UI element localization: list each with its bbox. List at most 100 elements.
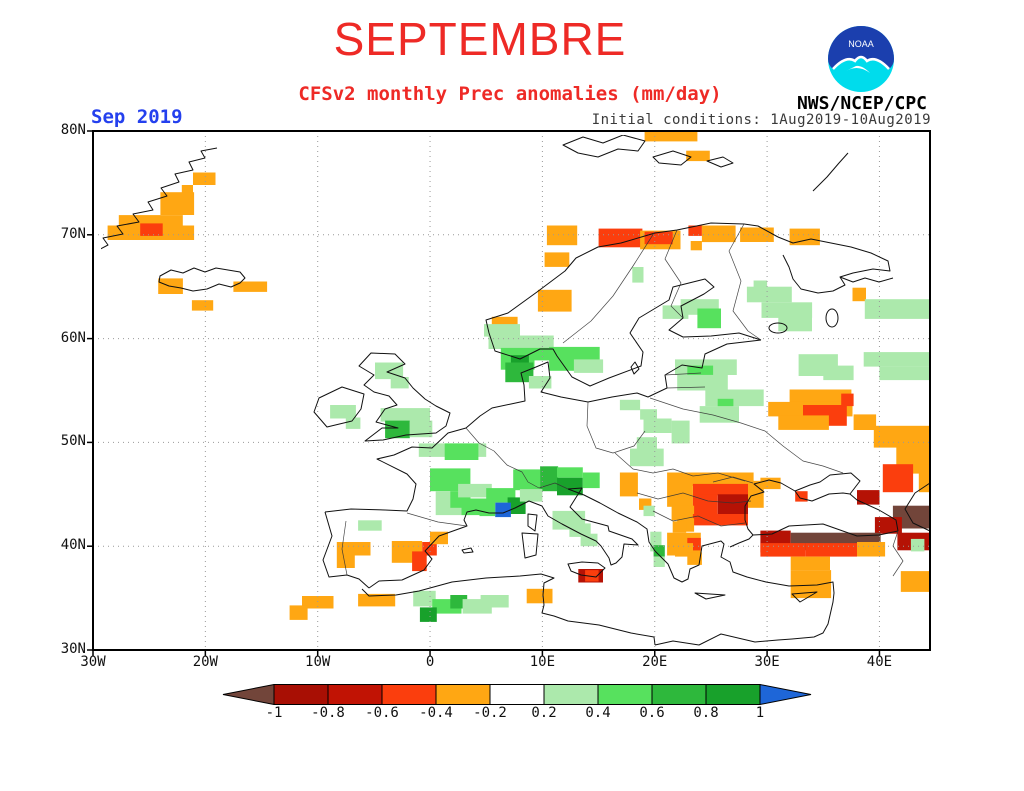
anomaly-cell: [385, 420, 410, 439]
anomaly-cell: [160, 192, 195, 215]
anomaly-cell: [140, 223, 163, 236]
anomaly-cell: [910, 538, 925, 552]
colorbar-tick-label: -1: [265, 705, 283, 721]
anomaly-cell: [336, 555, 355, 568]
anomaly-cell: [412, 551, 427, 572]
anomaly-cell: [653, 556, 665, 567]
anomaly-cell: [760, 477, 781, 490]
colorbar-segment: [651, 684, 707, 705]
lat-tick-label: 70N: [60, 225, 86, 242]
colorbar-segment: [543, 684, 599, 705]
colorbar-segment: [327, 684, 383, 705]
anomaly-cell: [495, 502, 511, 518]
coastline-iceland: [158, 267, 246, 292]
anomaly-cell: [537, 289, 572, 312]
anomaly-cells-layer: [107, 131, 930, 622]
anomaly-cell: [789, 228, 820, 246]
colorbar-segment: [489, 684, 545, 705]
coastline-iberia: [322, 511, 370, 589]
colorbar-segment: [273, 684, 329, 705]
colorbar-tick-label: 0.6: [639, 705, 665, 721]
coastline-ireland: [313, 386, 365, 428]
colorbar-tick-label: -0.2: [473, 705, 507, 721]
anomaly-cell: [519, 489, 543, 502]
anomaly-cell: [484, 324, 520, 337]
anomaly-cell: [289, 605, 308, 620]
anomaly-cell: [409, 420, 433, 438]
chart-subtitle: CFSv2 monthly Prec anomalies (mm/day): [298, 83, 722, 105]
anomaly-cell: [650, 531, 662, 552]
anomaly-cell: [653, 545, 665, 557]
anomaly-cell: [480, 595, 509, 608]
anomaly-cell: [852, 287, 866, 302]
anomaly-cell: [505, 362, 534, 383]
anomaly-cell: [526, 588, 553, 604]
colorbar-tick-label: -0.8: [311, 705, 345, 721]
anomaly-cell: [790, 556, 830, 571]
anomaly-cell: [692, 494, 718, 516]
anomaly-cell: [419, 607, 437, 622]
lon-tick-label: 20W: [192, 654, 218, 670]
anomaly-cell: [918, 464, 930, 493]
anomaly-cell: [330, 405, 356, 419]
anomaly-cell: [233, 281, 268, 292]
anomaly-cell: [644, 131, 698, 142]
anomaly-cell: [667, 486, 693, 507]
anomaly-cell: [580, 533, 598, 547]
colorbar-segment: [435, 684, 491, 705]
anomaly-cell: [697, 308, 721, 329]
country-borders: [341, 223, 904, 577]
coastline-black-sea: [744, 472, 899, 537]
initial-conditions-label: Initial conditions: 1Aug2019-10Aug2019: [591, 112, 931, 128]
forecast-month-label: Sep 2019: [91, 106, 183, 128]
anomaly-cell: [717, 494, 748, 516]
anomaly-cell: [458, 483, 492, 498]
anomaly-cell: [643, 505, 655, 517]
coastline-greenland: [101, 147, 218, 250]
lon-tick-label: 0: [425, 654, 435, 670]
anomaly-cell: [789, 389, 852, 403]
anomaly-cell: [643, 418, 672, 433]
anomaly-cell: [662, 305, 689, 319]
anomaly-cell: [630, 448, 664, 467]
anomaly-cell: [640, 409, 657, 420]
lat-tick-label: 50N: [60, 433, 86, 450]
anomaly-cell: [795, 491, 808, 502]
anomaly-cell: [841, 393, 854, 407]
coastline-north-africa: [361, 573, 835, 646]
anomaly-cell: [753, 280, 768, 293]
coastline-marmara: [729, 534, 754, 548]
agency-label: NWS/NCEP/CPC: [796, 93, 928, 114]
lon-tick-label: 30E: [754, 654, 780, 670]
anomaly-cell: [864, 299, 930, 319]
map-frame: [92, 130, 931, 651]
anomaly-cell: [619, 472, 638, 497]
anomaly-cell: [413, 590, 436, 607]
anomaly-cell: [823, 365, 854, 381]
lat-tick-label: 40N: [60, 537, 86, 554]
colorbar-tick-label: 0.8: [693, 705, 719, 721]
lat-tick-label: 80N: [60, 122, 86, 138]
anomaly-cell: [686, 150, 710, 162]
anomaly-cell: [699, 406, 739, 423]
anomaly-cell: [690, 241, 702, 251]
anomaly-cell: [692, 483, 751, 496]
colorbar-left-arrow: [222, 684, 275, 705]
colorbar-segment: [381, 684, 437, 705]
anomaly-cell: [380, 408, 430, 422]
coastline-kola-whitesea: [777, 236, 894, 294]
anomaly-cell: [644, 231, 673, 245]
anomaly-cell: [336, 542, 371, 556]
page-title: SEPTEMBRE: [333, 13, 627, 65]
lon-tick-label: 20E: [642, 654, 668, 670]
colorbar-segment: [597, 684, 653, 705]
coastlines-layer: [101, 135, 931, 646]
anomaly-cell: [873, 425, 930, 448]
colorbar-tick-label: 1: [755, 705, 765, 721]
anomaly-cell: [639, 498, 652, 510]
anomaly-cell: [444, 443, 479, 460]
anomaly-cell: [557, 467, 583, 478]
colorbar-segment: [705, 684, 761, 705]
anomaly-cell: [900, 571, 930, 592]
